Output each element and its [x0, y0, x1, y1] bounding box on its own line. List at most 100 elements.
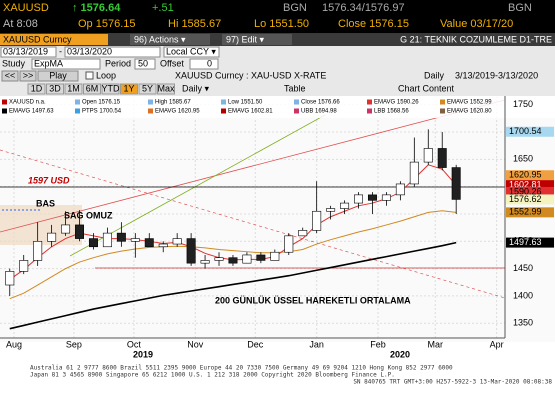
- legend-label: EMAVG 1497.63: [9, 109, 54, 115]
- nav-label: <<: [5, 70, 16, 80]
- security-field[interactable]: [0, 34, 108, 45]
- candle-body: [312, 210, 322, 231]
- price-tag: [506, 237, 554, 248]
- candle-body: [437, 148, 447, 168]
- period: 50: [138, 58, 148, 68]
- price-tag-label: 1497.63: [509, 237, 542, 247]
- candle-body: [367, 194, 377, 201]
- open: Op 1576.15: [78, 18, 136, 30]
- price-tag: [506, 207, 554, 218]
- nav-button[interactable]: [37, 70, 79, 82]
- period-button[interactable]: [157, 83, 175, 95]
- offset: 0: [207, 58, 212, 68]
- period-button[interactable]: [120, 83, 138, 95]
- y-tick-label: 1650: [513, 154, 533, 164]
- bid-source: BGN: [283, 2, 307, 14]
- legend-swatch: [221, 99, 226, 105]
- legend-label: Close 1576.66: [301, 100, 340, 106]
- y-tick-label: 1450: [513, 263, 533, 273]
- annotation: 1597 USD: [28, 175, 70, 185]
- offset-field[interactable]: [189, 58, 219, 70]
- nav-label: Play: [49, 70, 67, 80]
- candle-body: [116, 232, 126, 242]
- candle-body: [395, 183, 405, 196]
- candle-body: [340, 202, 350, 209]
- period-label: 5Y: [142, 83, 153, 93]
- nav-button[interactable]: [19, 70, 37, 82]
- period-field[interactable]: [134, 58, 156, 70]
- legend-label: EMAVG 1602.81: [228, 109, 273, 115]
- start-date-field[interactable]: [0, 46, 57, 58]
- candle-body: [409, 161, 419, 185]
- x-tick-label: Nov: [187, 339, 204, 349]
- edit: 97) Edit ▾: [226, 34, 265, 44]
- ask-source: BGN: [508, 2, 532, 14]
- frequency: Daily: [424, 70, 445, 80]
- period-button[interactable]: [46, 83, 64, 95]
- high: Hi 1585.67: [168, 18, 221, 30]
- candle-body: [88, 238, 98, 248]
- end-date: 03/13/2020: [67, 46, 112, 56]
- nav-button[interactable]: [1, 70, 19, 82]
- price-tag: [506, 180, 554, 191]
- actions-menu[interactable]: [130, 34, 210, 45]
- legend-swatch: [294, 108, 299, 114]
- legend-swatch: [2, 99, 7, 105]
- candle-body: [200, 260, 210, 264]
- footer-line: Australia 61 2 9777 8600 Brazil 5511 239…: [30, 365, 453, 372]
- price-tag: [506, 126, 554, 137]
- candle-body: [256, 254, 266, 261]
- price-tag-label: 1590.26: [509, 186, 542, 196]
- price-tag-label: 1602.81: [509, 180, 542, 190]
- legend-label: High 1585.67: [155, 100, 191, 106]
- actions: 96) Actions ▾: [134, 34, 186, 44]
- study: ExpMA: [34, 58, 63, 68]
- candle-body: [242, 254, 252, 264]
- edit-menu[interactable]: [222, 34, 292, 45]
- interval[interactable]: Daily ▾: [182, 83, 210, 93]
- price-tag-label: 1552.99: [509, 207, 542, 217]
- range: 3/13/2019-3/13/2020: [455, 70, 538, 80]
- ticker: XAUUSD: [3, 2, 49, 14]
- period-button[interactable]: [138, 83, 157, 95]
- legend-swatch: [148, 99, 153, 105]
- legend-swatch: [440, 108, 445, 114]
- loop-checkbox[interactable]: [85, 71, 94, 80]
- period-button[interactable]: [64, 83, 83, 95]
- period-button[interactable]: [27, 83, 46, 95]
- legend-label: XAUUSD n.a.: [9, 100, 46, 106]
- security: XAUUSD Curncy: [3, 34, 72, 44]
- trend-line: [0, 149, 506, 299]
- study-field[interactable]: [31, 58, 101, 70]
- candle-body: [186, 238, 196, 264]
- candle-body: [75, 224, 85, 239]
- close: Close 1576.15: [338, 18, 409, 30]
- price-tag-label: 1620.95: [509, 170, 542, 180]
- x-tick-label: Jan: [309, 339, 324, 349]
- ema-line: [9, 241, 457, 330]
- chart-name: XAUUSD Curncy : XAU-USD X-RATE: [175, 70, 326, 80]
- period-button[interactable]: [83, 83, 101, 95]
- trend-line: [69, 114, 326, 257]
- time: At 8:08: [3, 18, 38, 30]
- start-date: 03/13/2019: [3, 46, 48, 56]
- legend-label: Open 1576.15: [82, 100, 121, 106]
- period-label: 6M: [86, 83, 99, 93]
- end-date-field[interactable]: [64, 46, 161, 58]
- x-tick-label: Feb: [370, 339, 386, 349]
- bid-ask: 1576.34/1576.97: [322, 2, 405, 14]
- candle-body: [298, 230, 308, 237]
- currency-field[interactable]: [163, 46, 220, 58]
- annotation: SAG OMUZ: [64, 210, 113, 220]
- period-button[interactable]: [101, 83, 120, 95]
- candle-body: [47, 232, 57, 242]
- trend-line: [0, 99, 506, 233]
- legend-swatch: [367, 99, 372, 105]
- ema-line: [9, 210, 457, 300]
- candle-body: [270, 251, 280, 261]
- chart-content[interactable]: Chart Content: [398, 83, 455, 93]
- table[interactable]: Table: [284, 83, 306, 93]
- period-label: 1D: [31, 83, 43, 93]
- legend-swatch: [294, 99, 299, 105]
